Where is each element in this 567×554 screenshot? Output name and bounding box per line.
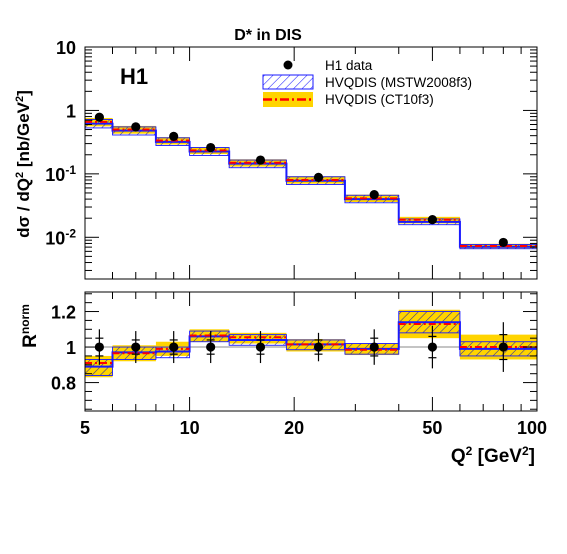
top-data-point	[255, 155, 266, 165]
ratio-data-point	[131, 342, 141, 352]
bottom-frame	[84, 291, 538, 412]
top-data-point	[427, 215, 438, 225]
ratio-data-point	[255, 342, 266, 352]
x-axis-label: Q2 [GeV2]	[451, 444, 535, 467]
top-y-tick-label: 10	[56, 38, 76, 58]
cross-section-data-points	[94, 112, 508, 248]
ratio-y-tick-label: 1	[66, 338, 76, 358]
bottom-axes: 0.8 1 1.2 5 10 20 50 100	[51, 292, 547, 438]
legend-label: HVQDIS (MSTW2008f3)	[325, 75, 472, 90]
ratio-data-point	[94, 342, 104, 352]
legend: H1 data HVQDIS (MSTW2008f3) HVQDIS (CT10…	[262, 58, 472, 107]
x-tick-label: 100	[517, 418, 547, 438]
ratio-data-points	[94, 322, 508, 372]
ratio-data-point	[427, 342, 438, 352]
top-y-tick-label: 1	[66, 101, 76, 121]
chart-title: D* in DIS	[234, 27, 302, 44]
top-y-axis-label: dσ / dQ2 [nb/GeV2]	[14, 90, 33, 238]
legend-label: HVQDIS (CT10f3)	[325, 92, 434, 107]
ratio-y-tick-label: 1.2	[51, 303, 76, 323]
top-frame	[84, 46, 538, 280]
legend-entry-h1-data: H1 data	[283, 58, 373, 73]
ratio-y-tick-label: 0.8	[51, 374, 76, 394]
ratio-data-point	[498, 342, 508, 352]
ratio-data-point	[169, 342, 179, 352]
top-mstw-central-line	[85, 122, 537, 248]
top-data-point	[169, 131, 179, 141]
ratio-y-axis-label: Rnorm	[18, 304, 41, 348]
top-y-tick-label: 10-1	[45, 163, 76, 185]
x-tick-label: 10	[180, 418, 200, 438]
top-data-point	[313, 172, 324, 182]
top-y-axis: 10 1 10-1 10-2	[45, 38, 538, 279]
top-data-point	[131, 122, 141, 132]
x-tick-label: 5	[80, 418, 90, 438]
ratio-data-point	[369, 342, 379, 352]
top-data-point	[369, 190, 379, 200]
x-tick-label: 50	[422, 418, 442, 438]
experiment-label: H1	[120, 64, 148, 89]
legend-hatched-band	[262, 74, 314, 90]
top-data-point	[498, 237, 508, 248]
legend-entry-mstw: HVQDIS (MSTW2008f3)	[262, 74, 472, 90]
ratio-data-point	[313, 342, 324, 352]
cross-section-panel: 10 1 10-1 10-2 D* in DIS H1 dσ / dQ2 [nb/Ge…	[14, 27, 538, 280]
legend-entry-ct10: HVQDIS (CT10f3)	[263, 92, 434, 107]
top-y-tick-label: 10-2	[45, 226, 76, 248]
x-tick-label: 20	[284, 418, 304, 438]
cross-section-bands	[84, 117, 538, 250]
legend-marker	[283, 60, 293, 70]
ratio-panel: 0.8 1 1.2 5 10 20 50 100 Rnorm Q2 [GeV2]	[18, 291, 547, 467]
top-data-point	[206, 142, 216, 153]
legend-label: H1 data	[325, 58, 373, 73]
ratio-data-point	[206, 342, 216, 352]
top-data-point	[94, 112, 104, 122]
